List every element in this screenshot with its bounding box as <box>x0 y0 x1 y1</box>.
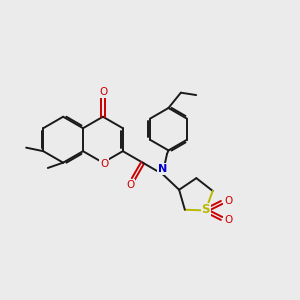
Text: O: O <box>99 87 108 97</box>
Text: O: O <box>126 180 134 190</box>
Text: O: O <box>224 196 232 206</box>
Text: S: S <box>201 203 210 216</box>
Text: O: O <box>100 159 108 169</box>
Text: N: N <box>158 164 167 174</box>
Text: O: O <box>224 214 232 225</box>
